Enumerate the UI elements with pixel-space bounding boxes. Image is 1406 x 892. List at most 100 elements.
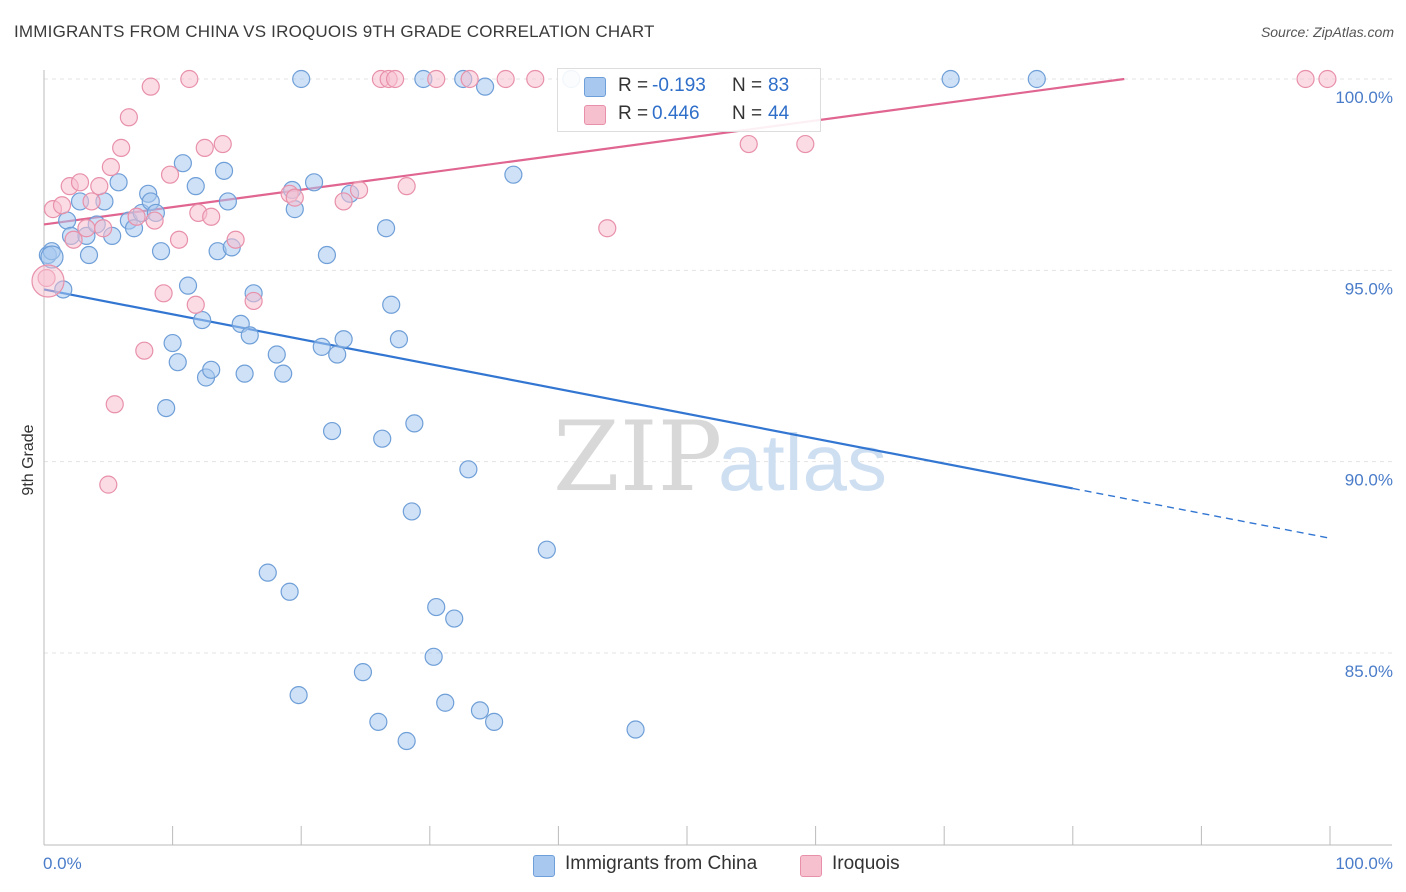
data-point bbox=[941, 69, 960, 89]
trend-line-extension bbox=[1072, 487, 1331, 539]
series-immigrants-from-china bbox=[38, 69, 1046, 751]
stats-box: R = -0.193 N = 83 R = 0.446 N = 44 bbox=[557, 68, 821, 132]
data-point bbox=[445, 609, 464, 628]
data-point bbox=[289, 685, 308, 705]
data-point bbox=[214, 161, 234, 180]
data-point bbox=[459, 460, 478, 479]
data-point bbox=[218, 192, 237, 211]
data-point bbox=[369, 712, 388, 731]
data-point bbox=[226, 230, 245, 249]
r-value: 0.446 bbox=[652, 103, 700, 124]
legend-swatch-iroquois bbox=[800, 855, 822, 877]
data-point bbox=[79, 245, 99, 265]
data-point bbox=[267, 345, 286, 364]
y-tick-label: 90.0% bbox=[1345, 471, 1393, 490]
data-point bbox=[328, 345, 347, 364]
data-point bbox=[240, 326, 259, 345]
r-value: -0.193 bbox=[652, 75, 706, 96]
data-point bbox=[626, 720, 645, 739]
data-point bbox=[109, 173, 128, 192]
data-point bbox=[334, 330, 353, 349]
n-value: 83 bbox=[768, 75, 790, 96]
y-axis-label: 9th Grade bbox=[20, 424, 37, 495]
data-point bbox=[373, 429, 392, 448]
data-point bbox=[99, 475, 118, 494]
x-tick-label-max: 100.0% bbox=[1335, 854, 1393, 873]
data-point-large bbox=[40, 245, 64, 269]
data-point bbox=[376, 219, 396, 238]
r-label: R = bbox=[618, 103, 649, 124]
source-credit: Source: ZipAtlas.com bbox=[1260, 24, 1394, 40]
data-point bbox=[739, 134, 758, 154]
stats-swatch-china bbox=[584, 77, 606, 97]
data-point bbox=[151, 242, 171, 261]
n-label: N = bbox=[732, 103, 763, 124]
data-point bbox=[94, 219, 113, 238]
data-point bbox=[598, 219, 617, 238]
data-point bbox=[796, 134, 815, 154]
trend-line bbox=[43, 288, 1074, 490]
data-point bbox=[353, 663, 373, 682]
data-point bbox=[389, 330, 409, 349]
data-point bbox=[105, 395, 124, 414]
data-point bbox=[178, 276, 198, 295]
data-point bbox=[460, 69, 479, 89]
data-point bbox=[1318, 69, 1337, 89]
x-ticks bbox=[43, 826, 1331, 845]
watermark: ZIP atlas bbox=[553, 401, 887, 513]
r-label: R = bbox=[618, 75, 649, 96]
legend: Immigrants from China Iroquois bbox=[0, 850, 1406, 880]
y-tick-label: 95.0% bbox=[1345, 279, 1393, 298]
legend-label-iroquois: Iroquois bbox=[832, 853, 900, 874]
data-point bbox=[470, 701, 490, 720]
data-point bbox=[82, 192, 101, 211]
data-point bbox=[285, 188, 304, 207]
gridlines bbox=[44, 78, 1392, 654]
data-point bbox=[317, 245, 337, 265]
x-tick-label-min: 0.0% bbox=[43, 854, 82, 873]
data-point bbox=[475, 77, 495, 96]
data-point bbox=[193, 310, 212, 330]
data-point bbox=[195, 138, 214, 157]
stats-swatch-iroquois bbox=[584, 105, 606, 125]
data-point bbox=[292, 69, 311, 89]
data-point bbox=[304, 173, 324, 192]
data-point bbox=[169, 230, 189, 249]
y-tick-labels: 85.0% 90.0% 95.0% 100.0% bbox=[1335, 88, 1393, 681]
data-point bbox=[405, 414, 424, 433]
data-point bbox=[334, 192, 353, 211]
data-point bbox=[427, 69, 446, 89]
n-value: 44 bbox=[768, 103, 790, 124]
data-point bbox=[202, 360, 221, 379]
data-point bbox=[274, 364, 293, 383]
data-point bbox=[180, 69, 199, 89]
data-point bbox=[145, 211, 164, 230]
data-point bbox=[160, 165, 180, 184]
data-point bbox=[1296, 69, 1315, 89]
data-point bbox=[258, 563, 277, 582]
data-point bbox=[52, 196, 72, 215]
data-point bbox=[154, 284, 173, 303]
data-point bbox=[312, 337, 331, 356]
data-point bbox=[141, 77, 160, 96]
legend-swatch-china bbox=[533, 855, 555, 877]
y-tick-label: 85.0% bbox=[1345, 662, 1393, 681]
data-point bbox=[186, 177, 205, 196]
watermark-zip: ZIP bbox=[553, 401, 722, 513]
data-point bbox=[112, 138, 131, 157]
data-point bbox=[537, 540, 556, 559]
data-point bbox=[427, 597, 446, 617]
data-point bbox=[382, 295, 401, 314]
data-point bbox=[424, 647, 443, 666]
chart-title: IMMIGRANTS FROM CHINA VS IROQUOIS 9TH GR… bbox=[14, 22, 655, 41]
data-point bbox=[1027, 69, 1046, 89]
data-point bbox=[322, 421, 342, 441]
series-iroquois bbox=[31, 69, 1337, 494]
data-point bbox=[58, 211, 77, 230]
data-point bbox=[496, 69, 515, 89]
data-point-large bbox=[31, 264, 65, 298]
data-point bbox=[127, 207, 146, 226]
data-point bbox=[70, 173, 90, 192]
data-point bbox=[280, 582, 299, 601]
